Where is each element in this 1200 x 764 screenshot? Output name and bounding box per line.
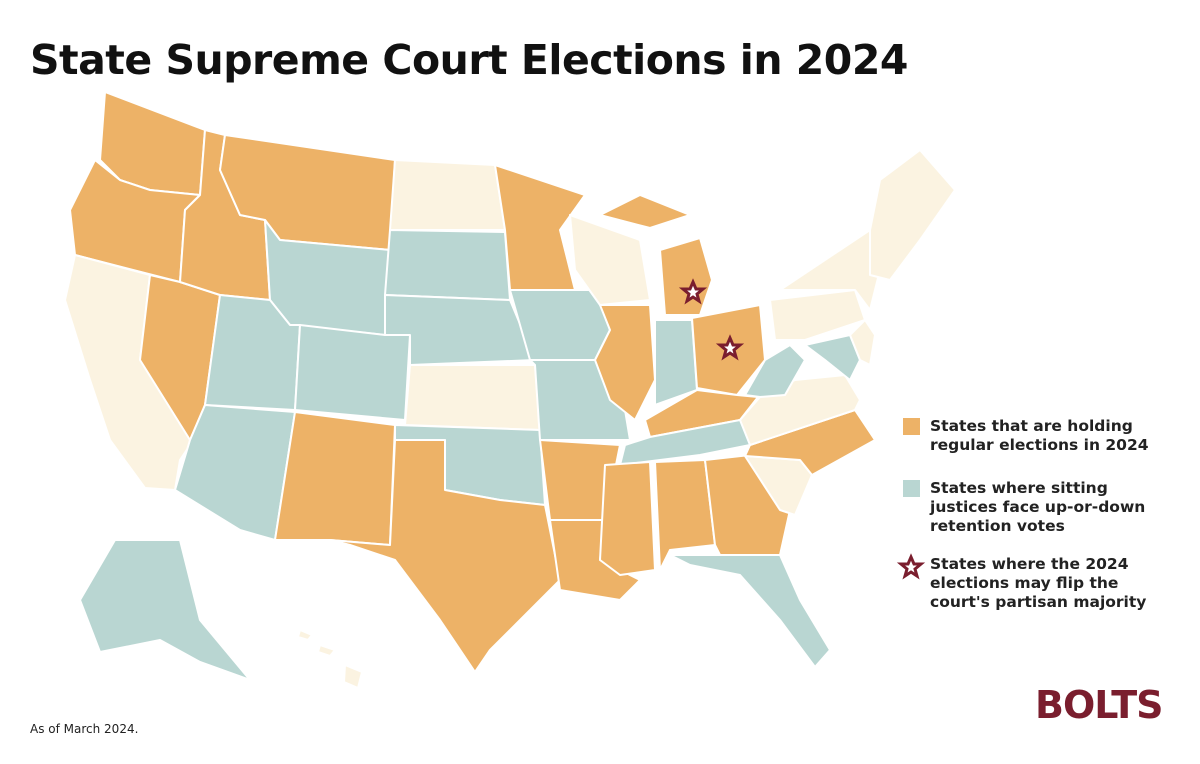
star-marker <box>678 278 708 305</box>
legend-label: States that are holding regular election… <box>930 417 1149 454</box>
legend-label: States where sitting justices face up-or… <box>930 479 1146 535</box>
logo: BOLTS <box>1035 683 1163 727</box>
state <box>769 289 866 341</box>
state <box>343 664 363 689</box>
state <box>744 344 806 398</box>
state <box>599 194 691 229</box>
flip-markers <box>678 278 926 580</box>
legend-swatch <box>903 480 920 497</box>
state <box>329 439 561 673</box>
state <box>869 149 956 281</box>
state <box>317 644 336 657</box>
title: State Supreme Court Elections in 2024 <box>30 36 908 84</box>
state <box>294 324 411 421</box>
state <box>654 319 698 406</box>
state <box>79 539 251 681</box>
legend-label: States where the 2024 elections may flip… <box>930 555 1147 611</box>
state <box>404 364 541 431</box>
legend-star <box>896 553 926 580</box>
state <box>384 229 511 301</box>
state <box>297 629 313 641</box>
state <box>804 334 861 381</box>
state <box>594 304 656 421</box>
state <box>274 411 396 546</box>
state <box>654 459 716 571</box>
state <box>849 319 876 366</box>
legend-swatch <box>903 418 920 435</box>
state <box>389 159 506 231</box>
state <box>599 461 656 576</box>
star-marker <box>715 334 745 361</box>
state <box>569 214 651 306</box>
state <box>669 554 831 668</box>
footnote: As of March 2024. <box>30 722 139 736</box>
states <box>64 91 956 689</box>
